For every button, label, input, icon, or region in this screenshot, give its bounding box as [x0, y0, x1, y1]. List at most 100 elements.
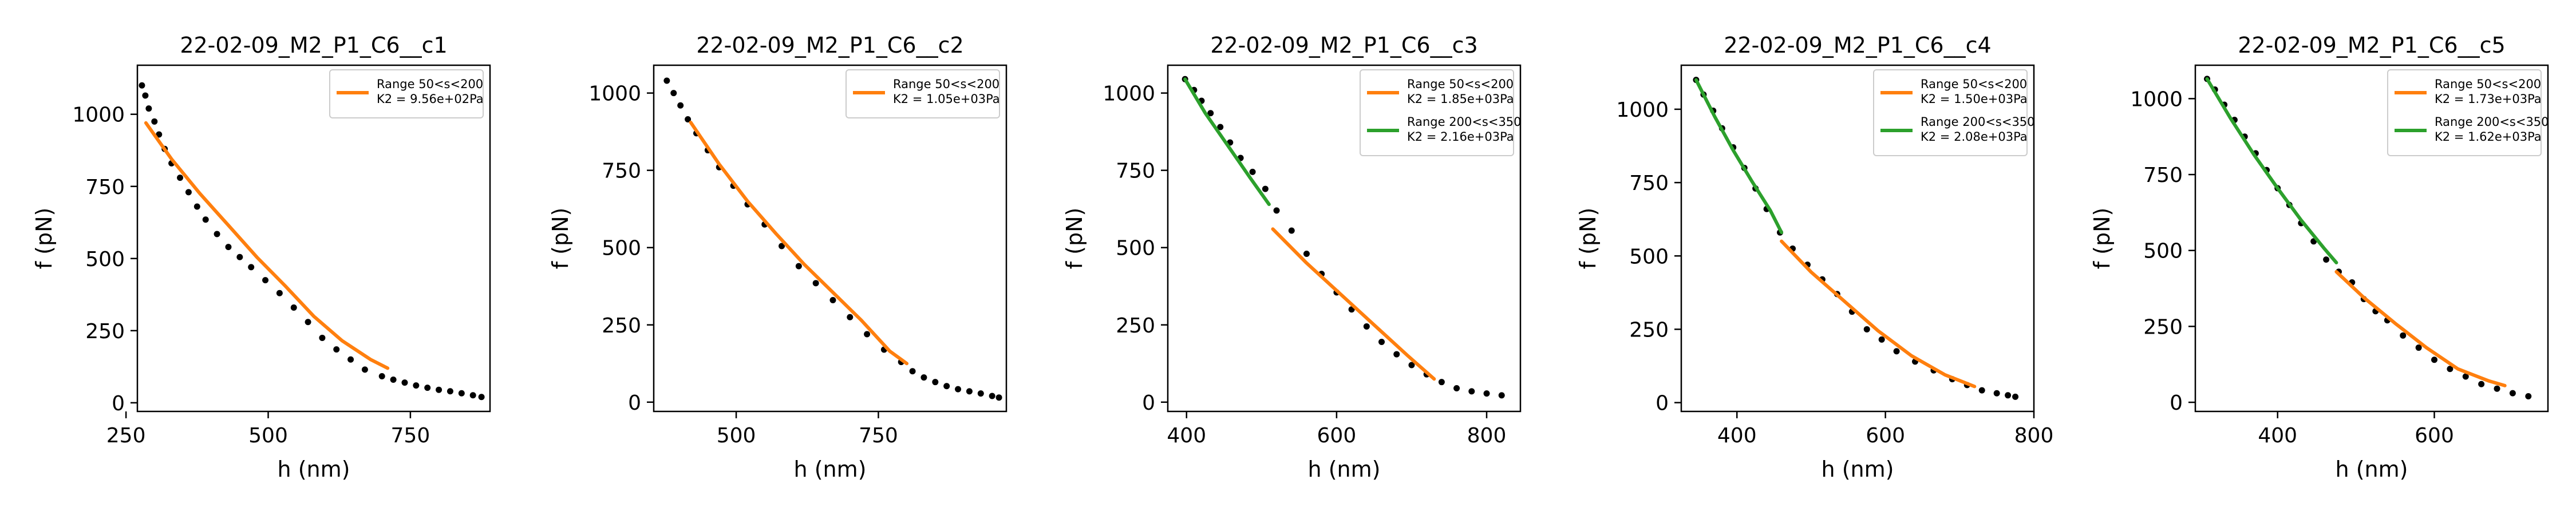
scatter-point: [262, 277, 269, 284]
subplot-5: 22-02-09_M2_P1_C6__c5 400 600 0 250 500 750 100…: [2089, 33, 2549, 482]
x-tick-label: 750: [859, 424, 898, 447]
scatter-point: [977, 390, 984, 397]
x-tick-label: 400: [1167, 424, 1206, 447]
fit-line-1: [1780, 239, 1977, 389]
scatter-point: [276, 290, 283, 296]
fit-line-1: [2334, 270, 2507, 387]
subplot-1: 22-02-09_M2_P1_C6__c1 250 500 750 0 250 500 750…: [31, 33, 491, 482]
axes-frame: [136, 64, 491, 413]
scatter-point: [236, 253, 243, 260]
scatter-point: [290, 304, 297, 311]
y-tick-label: 500: [85, 248, 125, 271]
scatter-point: [1363, 323, 1370, 330]
y-tick-label: 250: [85, 320, 125, 343]
scatter-point: [829, 297, 836, 304]
scatter-point: [2415, 344, 2422, 351]
y-tick-label: 500: [1116, 237, 1155, 260]
x-tick-label: 600: [1866, 424, 1905, 447]
x-tick-label: 400: [2258, 424, 2297, 447]
scatter-point: [436, 386, 442, 393]
subplot-3: 22-02-09_M2_P1_C6__c3 400 600 800 0 250 500 750…: [1062, 33, 1522, 482]
scatter-point: [1273, 207, 1280, 214]
scatter-point: [685, 116, 692, 123]
scatter-point: [390, 377, 397, 383]
scatter-point: [424, 385, 431, 391]
scatter-point: [1207, 110, 1214, 117]
x-tick-label: 600: [1317, 424, 1357, 447]
scatter-point: [2478, 381, 2485, 387]
legend-label: Range 200<s<350: [2435, 115, 2549, 129]
y-tick-label: 500: [602, 237, 641, 260]
scatter-point: [932, 379, 939, 386]
chart-title: 22-02-09_M2_P1_C6__c4: [1724, 33, 1991, 58]
scatter-point: [1408, 362, 1415, 369]
fit-line-2: [2205, 77, 2338, 264]
x-axis-label: h (nm): [1822, 457, 1894, 482]
scatter-point: [458, 390, 465, 397]
axes-frame: [2194, 64, 2549, 413]
x-tick-label: 500: [717, 424, 756, 447]
axes-frame: [653, 64, 1008, 413]
scatter-point: [966, 388, 973, 395]
scatter-point: [319, 334, 326, 341]
fit-line-1: [1271, 227, 1436, 381]
fit-line-2: [1183, 77, 1271, 207]
scatter-point: [2447, 366, 2453, 373]
y-tick-label: 0: [2170, 391, 2183, 415]
axes-frame: [1680, 64, 2035, 413]
scatter-point: [1993, 390, 2000, 397]
scatter-point: [1863, 326, 1870, 332]
chart-title: 22-02-09_M2_P1_C6__c2: [696, 33, 963, 58]
scatter-point: [225, 244, 232, 251]
legend-label: Range 200<s<350: [1921, 115, 2035, 129]
scatter-point: [943, 383, 950, 390]
y-tick-label: 1000: [1103, 82, 1155, 106]
scatter-point: [920, 374, 927, 381]
scatter-point: [1378, 338, 1385, 345]
y-tick-label: 250: [1116, 314, 1155, 338]
x-axis-label: h (nm): [278, 457, 350, 482]
scatter-point: [1498, 392, 1505, 399]
scatter-point: [1288, 227, 1295, 234]
subplot-4: 22-02-09_M2_P1_C6__c4 400 600 800 0 250 500 750…: [1575, 33, 2053, 482]
x-axis-label: h (nm): [2336, 457, 2408, 482]
y-tick-label: 1000: [72, 104, 125, 127]
scatter-point: [413, 382, 420, 389]
legend-k2-value: K2 = 2.08e+03Pa: [1921, 130, 2028, 144]
scatter-point: [2400, 332, 2407, 339]
scatter-point: [812, 280, 819, 287]
y-tick-label: 1000: [1616, 98, 1669, 122]
legend-k2-value: K2 = 9.56e+02Pa: [377, 92, 484, 106]
scatter-point: [1438, 379, 1445, 386]
scatter-point: [2012, 393, 2019, 400]
x-axis-label: h (nm): [794, 457, 867, 482]
legend-frame: [846, 69, 1000, 118]
scatter-point: [1483, 390, 1490, 397]
y-tick-label: 0: [1656, 392, 1669, 415]
scatter-point: [989, 393, 995, 399]
scatter-point: [378, 373, 385, 379]
y-tick-label: 500: [2143, 240, 2183, 263]
legend-label: Range 50<s<200: [2435, 77, 2541, 91]
scatter-point: [145, 105, 152, 112]
scatter-point: [2431, 356, 2438, 363]
scatter-point: [1303, 251, 1310, 258]
scatter-point: [347, 356, 354, 363]
x-tick-label: 500: [248, 424, 288, 447]
legend-label: Range 50<s<200: [1921, 77, 2027, 91]
x-tick-label: 400: [1717, 424, 1757, 447]
y-tick-label: 500: [1629, 245, 1669, 268]
legend-label: Range 50<s<200: [377, 77, 483, 91]
scatter-point: [909, 368, 916, 375]
scatter-point: [156, 131, 163, 138]
y-tick-label: 0: [1142, 391, 1155, 415]
legend-label: Range 200<s<350: [1407, 115, 1522, 129]
scatter-point: [1262, 185, 1269, 192]
scatter-point: [847, 314, 854, 320]
chart-title: 22-02-09_M2_P1_C6__c1: [180, 33, 447, 58]
